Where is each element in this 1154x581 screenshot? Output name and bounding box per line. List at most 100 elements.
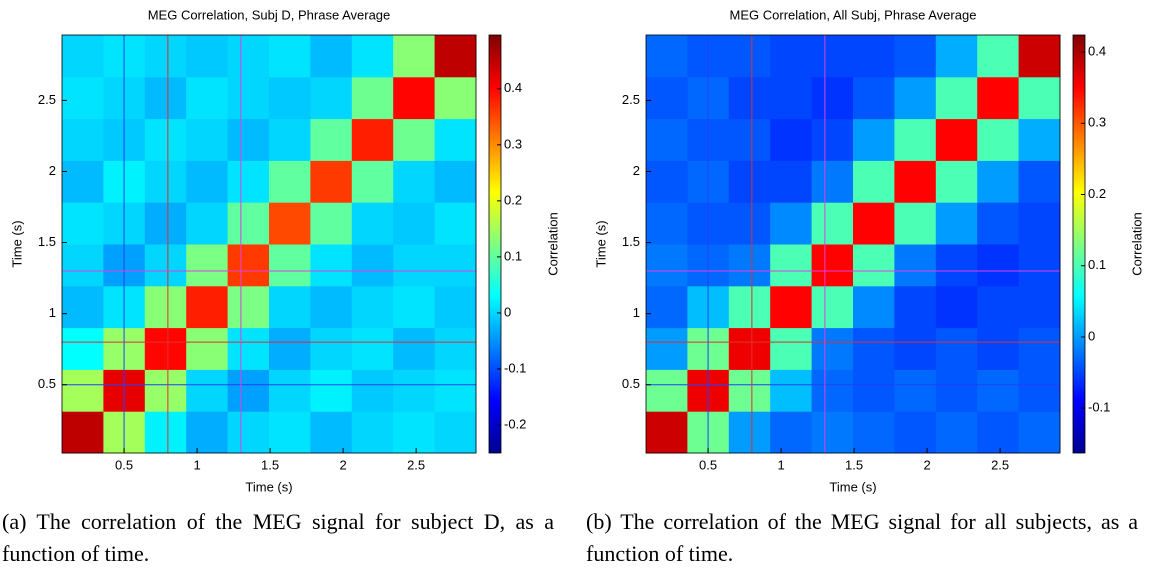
- heatmap-cell: [62, 327, 104, 370]
- heatmap-cell: [770, 118, 813, 161]
- heatmap-cell: [853, 118, 895, 161]
- heatmap-cell: [728, 411, 771, 454]
- heatmap-cell: [1018, 118, 1061, 161]
- heatmap-cell: [646, 327, 688, 370]
- heatmap-cell: [227, 369, 270, 412]
- colorbar-tick-label: -0.1: [1088, 400, 1110, 415]
- heatmap-cell: [62, 244, 104, 287]
- heatmap-cell: [894, 202, 937, 245]
- heatmap-cell: [770, 244, 813, 287]
- heatmap-cell: [770, 35, 813, 78]
- heatmap-cell: [227, 285, 270, 329]
- heatmap-cell: [1018, 369, 1061, 412]
- heatmap-cell: [935, 118, 978, 161]
- x-axis-label: Time (s): [245, 479, 292, 494]
- heatmap-cell: [977, 118, 1020, 161]
- heatmap-cell: [269, 118, 311, 161]
- heatmap-cell: [62, 76, 104, 120]
- heatmap-cell: [310, 160, 353, 203]
- heatmap-cell: [144, 244, 187, 287]
- heatmap-cell: [977, 35, 1020, 78]
- heatmap-cell: [646, 369, 688, 412]
- heatmap-cell: [728, 76, 771, 120]
- heatmap-cell: [853, 411, 895, 454]
- heatmap-cell: [1018, 202, 1061, 245]
- heatmap-cell: [935, 411, 978, 454]
- heatmap-cell: [811, 327, 854, 370]
- heatmap-cell: [646, 160, 688, 203]
- colorbar-tick-label: 0.1: [504, 248, 522, 263]
- heatmap-cell: [935, 35, 978, 78]
- heatmap-cell: [393, 35, 436, 78]
- heatmap-cell: [310, 76, 353, 120]
- heatmap-cell: [894, 244, 937, 287]
- heatmap-cell: [728, 327, 771, 370]
- x-tick-label: 0.5: [115, 457, 133, 472]
- y-tick-label: 2.5: [38, 92, 56, 107]
- colorbar-tick-label: 0: [1088, 328, 1095, 343]
- chart-title: MEG Correlation, Subj D, Phrase Average: [148, 7, 391, 22]
- heatmap-cell: [310, 35, 353, 78]
- heatmap-cell: [853, 327, 895, 370]
- heatmap-cell: [894, 411, 937, 454]
- colorbar-tick-label: -0.2: [504, 416, 526, 431]
- heatmap-cell: [935, 160, 978, 203]
- heatmap-cell: [269, 327, 311, 370]
- y-tick-label: 0.5: [622, 376, 640, 391]
- heatmap-cell: [186, 411, 229, 454]
- heatmap-cell: [646, 35, 688, 78]
- heatmap-cell: [62, 411, 104, 454]
- x-tick-label: 0.5: [699, 457, 717, 472]
- heatmap-cell: [393, 76, 436, 120]
- colorbar-tick-label: 0.3: [504, 136, 522, 151]
- heatmap-cell: [310, 118, 353, 161]
- heatmap-cell: [434, 118, 477, 161]
- heatmap-cell: [62, 160, 104, 203]
- heatmap-cell: [894, 327, 937, 370]
- colorbar: [1072, 34, 1086, 454]
- colorbar: [488, 34, 502, 454]
- heatmap-cell: [227, 76, 270, 120]
- heatmap-cell: [227, 244, 270, 287]
- heatmap-cell: [62, 202, 104, 245]
- heatmap-cell: [434, 76, 477, 120]
- heatmap-cell: [62, 285, 104, 329]
- heatmap-cell: [227, 160, 270, 203]
- heatmap-cell: [1018, 244, 1061, 287]
- heatmap-cell: [1018, 411, 1061, 454]
- heatmap-cell: [351, 35, 394, 78]
- heatmap-cell: [728, 285, 771, 329]
- heatmap-cell: [269, 411, 311, 454]
- colorbar-tick-label: -0.1: [504, 360, 526, 375]
- heatmap-cell: [935, 327, 978, 370]
- heatmap-cell: [351, 369, 394, 412]
- heatmap-cell: [62, 118, 104, 161]
- heatmap-cell: [728, 35, 771, 78]
- colorbar-tick-label: 0.2: [1088, 186, 1106, 201]
- heatmap-cell: [770, 327, 813, 370]
- x-tick-label: 1.5: [261, 457, 279, 472]
- y-tick-label: 1: [49, 305, 56, 320]
- colorbar-tick-label: 0.4: [504, 80, 522, 95]
- heatmap-cell: [646, 411, 688, 454]
- y-tick-label: 2: [49, 163, 56, 178]
- heatmap-cell: [351, 327, 394, 370]
- y-tick-label: 0.5: [38, 376, 56, 391]
- heatmap-cell: [310, 411, 353, 454]
- heatmap-cell: [434, 369, 477, 412]
- heatmap-cell: [351, 76, 394, 120]
- heatmap-cell: [227, 118, 270, 161]
- heatmap-cell: [770, 411, 813, 454]
- heatmap-cell: [351, 202, 394, 245]
- colorbar-label: Correlation: [545, 212, 560, 276]
- heatmap-cell: [894, 369, 937, 412]
- y-tick-label: 1.5: [38, 234, 56, 249]
- heatmap-cell: [728, 118, 771, 161]
- heatmap-cell: [62, 35, 104, 78]
- heatmap-cell: [1018, 35, 1061, 78]
- heatmap-cell: [186, 35, 229, 78]
- heatmap-cell: [894, 160, 937, 203]
- heatmap-cell: [434, 411, 477, 454]
- y-axis-label: Time (s): [9, 220, 24, 267]
- heatmap-cell: [977, 369, 1020, 412]
